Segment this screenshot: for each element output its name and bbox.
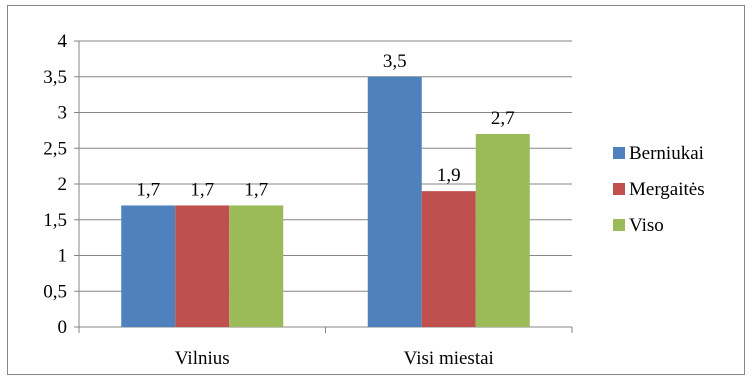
legend-swatch bbox=[613, 147, 625, 159]
bar-berniukai-0 bbox=[121, 205, 176, 327]
legend: Berniukai Mergaitės Viso bbox=[613, 143, 705, 236]
y-tick-label: 1 bbox=[58, 246, 68, 267]
data-label: 1,7 bbox=[190, 179, 214, 200]
legend-label: Mergaitės bbox=[629, 179, 705, 200]
y-tick-label: 3 bbox=[58, 103, 68, 124]
bar-mergait-s-1 bbox=[421, 191, 476, 327]
bar-viso-1 bbox=[475, 133, 530, 327]
bar-viso-0 bbox=[229, 205, 284, 327]
legend-swatch bbox=[613, 183, 625, 195]
y-tick-label: 4 bbox=[58, 31, 68, 52]
bar-mergait-s-0 bbox=[175, 205, 230, 327]
data-label: 1,7 bbox=[136, 179, 160, 200]
y-tick-label: 3,5 bbox=[43, 67, 67, 88]
y-tick-label: 0,5 bbox=[43, 281, 67, 302]
x-category-label: Vilnius bbox=[175, 348, 230, 369]
data-label: 1,7 bbox=[244, 179, 268, 200]
bar-berniukai-1 bbox=[367, 76, 422, 327]
y-tick-label: 2 bbox=[58, 174, 68, 195]
legend-label: Viso bbox=[629, 215, 664, 236]
y-tick-label: 1,5 bbox=[43, 210, 67, 231]
y-axis-tick-labels: 0 0,5 1 1,5 2 2,5 3 3,5 4 bbox=[43, 31, 67, 338]
data-label: 3,5 bbox=[383, 51, 407, 72]
bars bbox=[121, 76, 530, 327]
y-tick-label: 2,5 bbox=[43, 138, 67, 159]
data-label: 2,7 bbox=[491, 108, 515, 129]
y-tick-label: 0 bbox=[58, 317, 68, 338]
data-labels: 1,7 1,7 1,7 3,5 1,9 2,7 bbox=[136, 51, 514, 201]
legend-label: Berniukai bbox=[629, 143, 704, 164]
data-label: 1,9 bbox=[437, 165, 461, 186]
legend-swatch bbox=[613, 219, 625, 231]
x-axis-category-labels: Vilnius Visi miestai bbox=[175, 348, 494, 369]
x-category-label: Visi miestai bbox=[404, 348, 494, 369]
